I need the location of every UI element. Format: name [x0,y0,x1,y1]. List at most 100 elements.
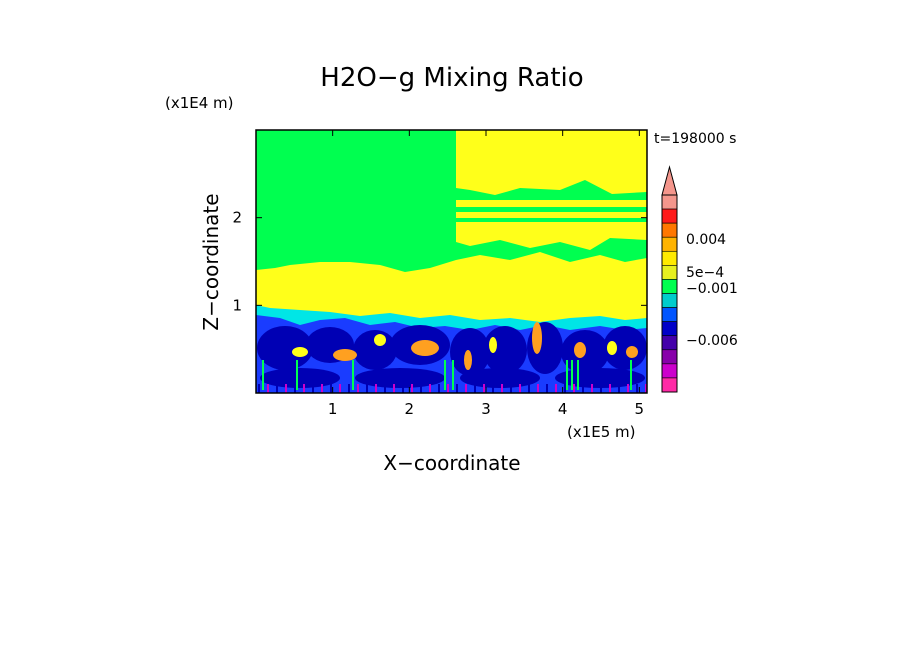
surface-streak [384,384,386,393]
chart-title: H2O−g Mixing Ratio [320,63,583,93]
contour-field [256,130,647,393]
x-tick-label: 4 [558,400,568,418]
x-scale-label: (x1E5 m) [567,423,636,441]
surface-streak [339,384,341,393]
orange-cell [532,322,542,354]
surface-streak [564,384,566,393]
colorbar-label-4: −0.006 [686,333,738,349]
green-streak [566,360,568,390]
surface-streak [636,384,638,393]
colorbar-cell [661,279,678,294]
x-tick-label: 5 [635,400,645,418]
x-axis-label: X−coordinate [383,451,520,475]
surface-streak [573,384,575,393]
green-streak [577,360,579,390]
surface-streaks [258,384,647,393]
orange-cell [333,349,357,361]
surface-streak [456,384,458,393]
y-scale-label: (x1E4 m) [165,94,234,112]
green-streak [352,360,354,390]
surface-streak [258,384,260,393]
colorbar [661,165,678,393]
surface-streak [582,384,584,393]
surface-streak [375,384,377,393]
surface-streak [519,384,521,393]
surface-streak [618,384,620,393]
green-streak [296,360,298,390]
colorbar-cell [661,363,678,379]
colorbar-cell [661,335,678,351]
colorbar-cell [661,349,678,365]
green-streaks [262,360,632,390]
yellow-cell [607,341,617,355]
surface-streak [465,384,467,393]
surface-streak [411,384,413,393]
colorbar-cell [661,307,678,322]
field-stripe [456,218,647,222]
colorbar-label-2: 5e−4 [686,265,724,281]
dark-cell [260,368,340,388]
dark-cell [603,326,647,370]
surface-streak [447,384,449,393]
surface-streak [321,384,323,393]
surface-streak [474,384,476,393]
colorbar-cell [661,293,678,308]
yellow-cell [374,334,386,346]
dark-cell [527,322,563,374]
time-label: t=198000 s [654,131,736,147]
surface-streak [285,384,287,393]
surface-streak [555,384,557,393]
orange-cell [411,340,439,356]
y-tick-label: 2 [232,209,242,227]
surface-streak [276,384,278,393]
surface-streak [303,384,305,393]
surface-streak [546,384,548,393]
colorbar-cell [661,321,678,337]
surface-streak [312,384,314,393]
surface-streak [402,384,404,393]
surface-streak [591,384,593,393]
upper-moist-band [456,130,647,195]
surface-streak [609,384,611,393]
dark-cell [460,368,540,388]
colorbar-cell [661,250,678,266]
x-axis-ticks: 1 2 3 4 5 [328,130,644,418]
dark-cell [483,326,527,374]
surface-streak [420,384,422,393]
dark-cell [355,368,445,388]
yellow-cell [292,347,308,357]
surface-streak [501,384,503,393]
orange-cell [626,346,638,358]
surface-streak [330,384,332,393]
surface-streak [357,384,359,393]
plot-frame [255,129,648,394]
surface-streak [438,384,440,393]
x-tick-label: 2 [405,400,415,418]
surface-streak [627,384,629,393]
y-axis-ticks: 12 [232,209,647,314]
surface-streak [483,384,485,393]
yellow-cell [489,337,497,353]
y-tick-label: 1 [232,296,242,314]
x-tick-label: 3 [481,400,491,418]
surface-streak [645,384,647,393]
orange-cells [292,322,638,370]
orange-cell [574,342,586,358]
green-streak [571,360,573,390]
surface-streak [366,384,368,393]
surface-streak [600,384,602,393]
green-streak [630,360,632,390]
colorbar-cell [661,265,678,280]
colorbar-label-1: 0.004 [686,232,726,248]
green-streak [262,360,264,390]
colorbar-cell [661,208,678,224]
colorbar-cell [661,377,678,393]
green-streak [452,360,454,390]
green-streak [444,360,446,390]
colorbar-cell [661,194,678,210]
surface-streak [348,384,350,393]
colorbar-arrow [661,165,678,196]
orange-cell [464,350,472,370]
dark-cell [257,326,313,370]
